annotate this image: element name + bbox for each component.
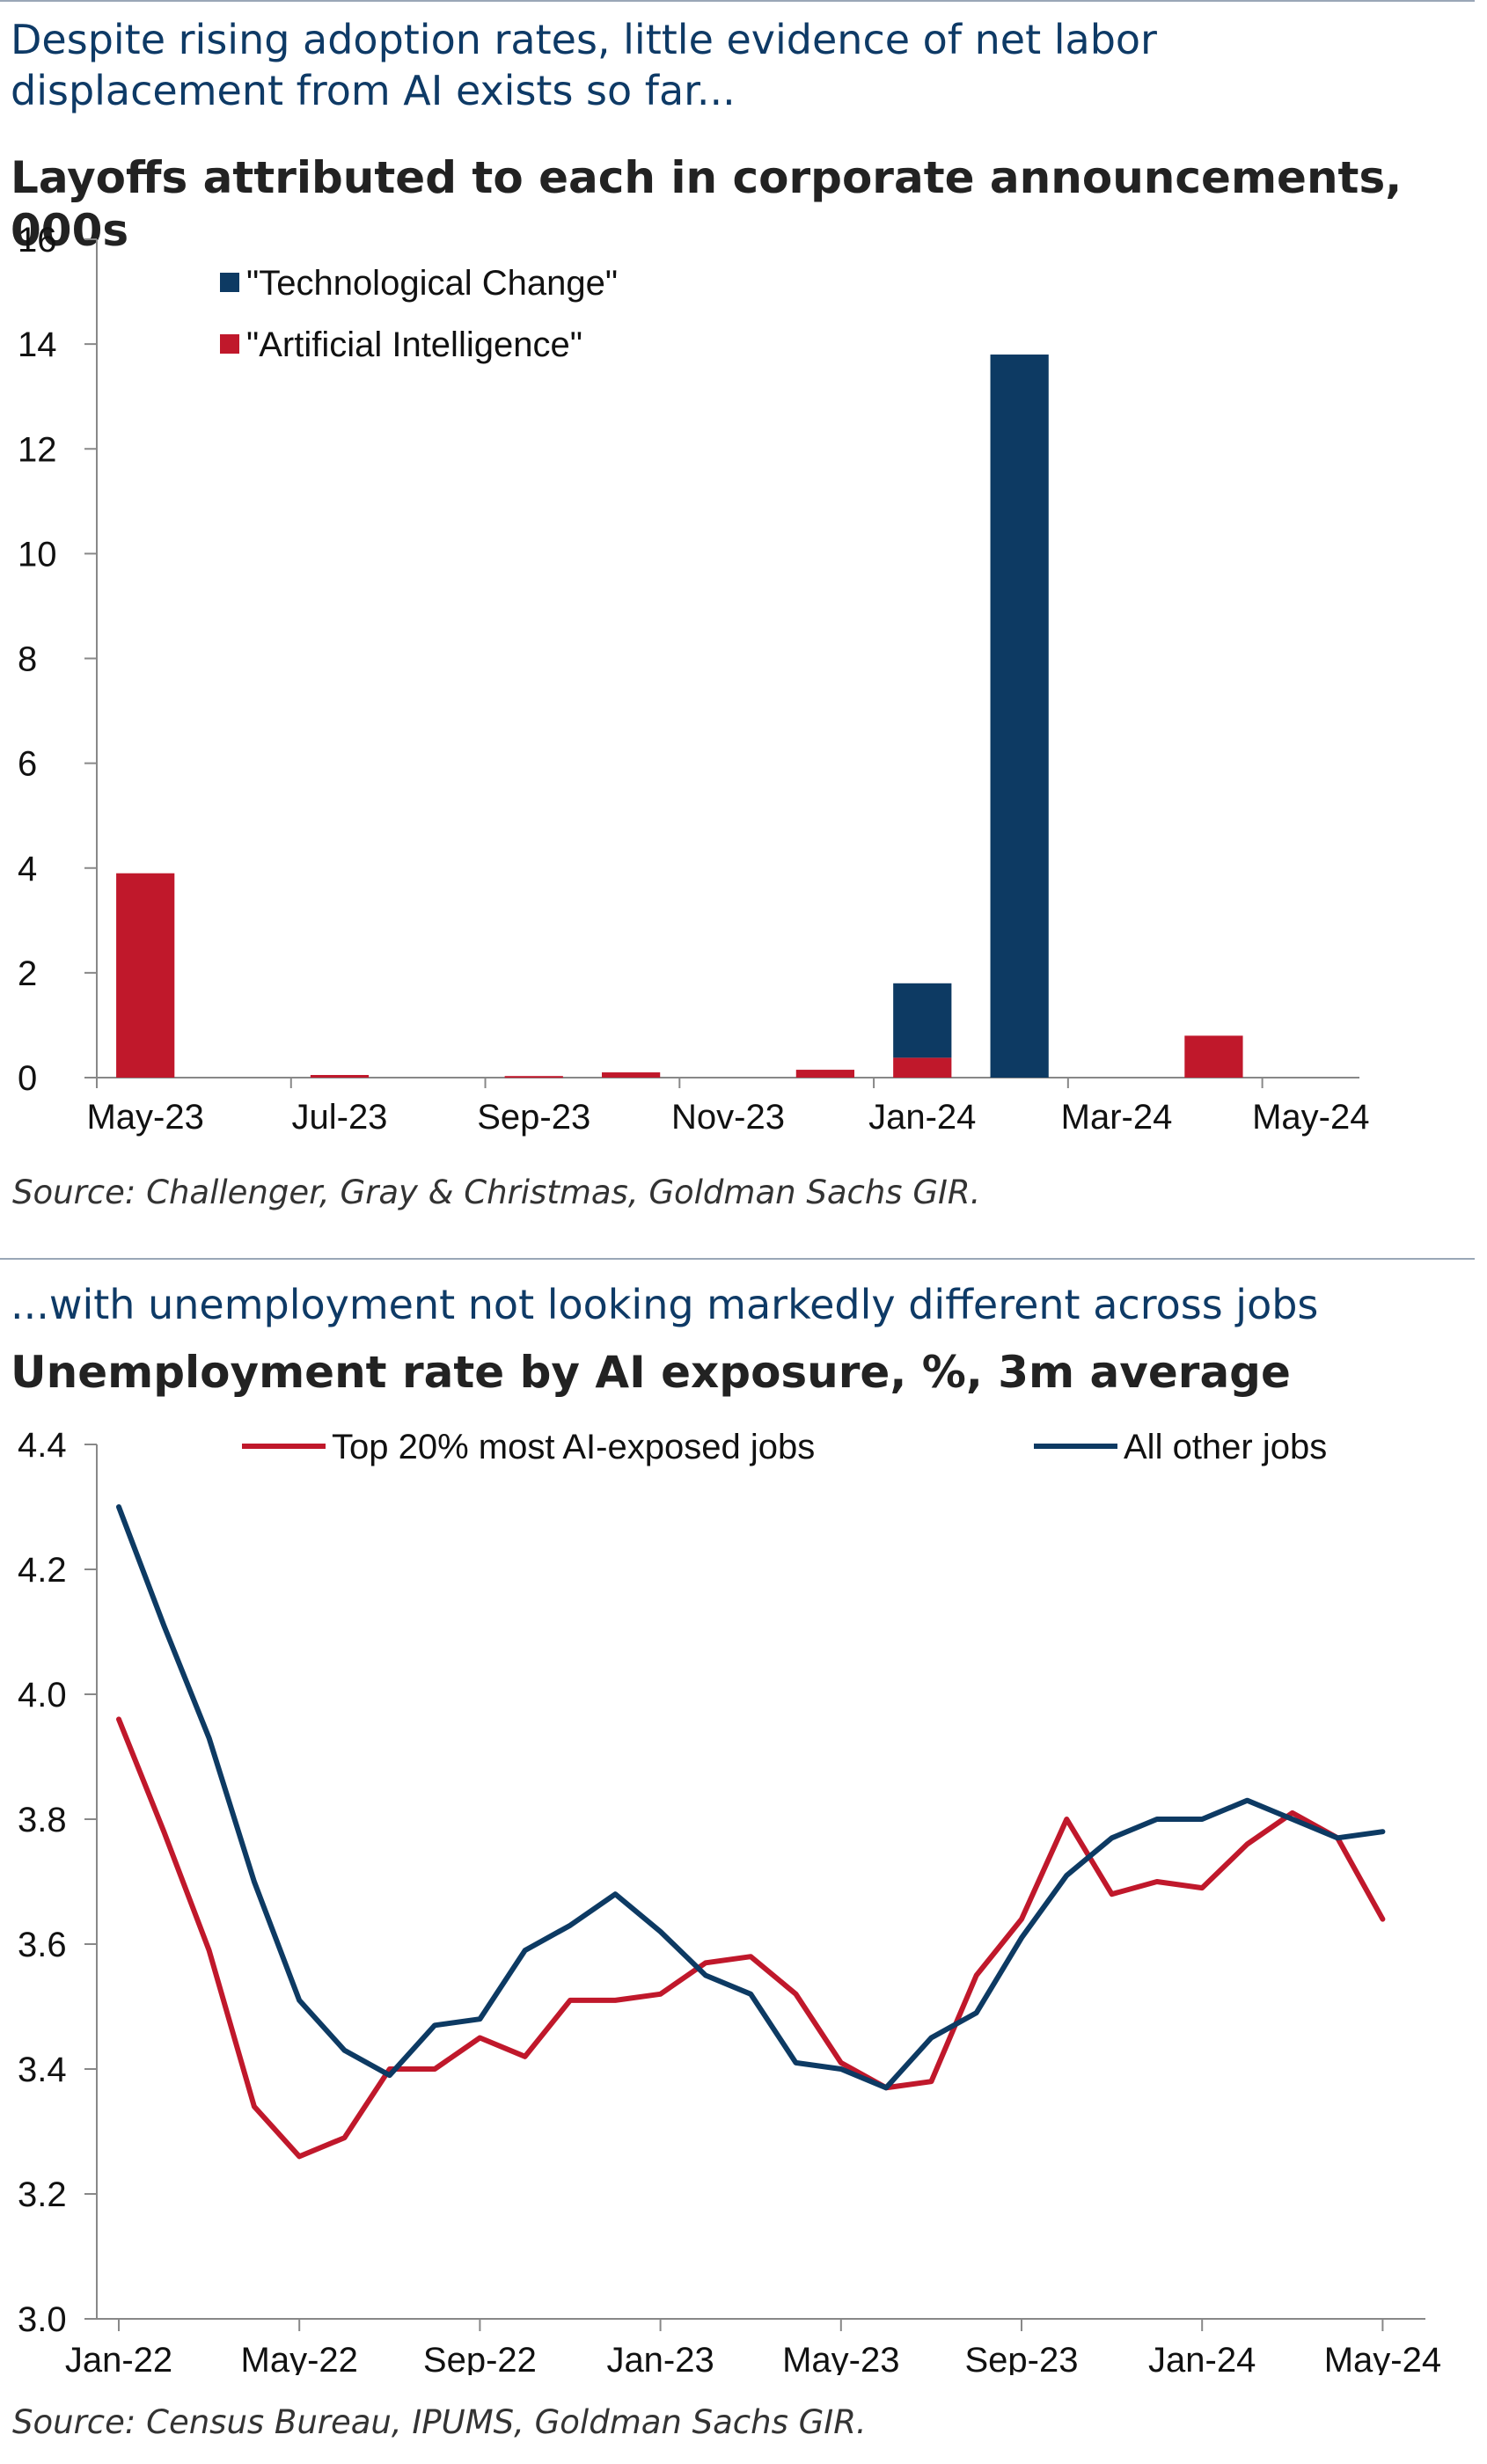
legend-label-top-20-most-ai-exposed-jobs: Top 20% most AI-exposed jobs — [332, 1428, 815, 1466]
chart1-title: Despite rising adoption rates, little ev… — [11, 16, 1157, 114]
y-tick-label: 4 — [18, 850, 37, 888]
chart2-source: Source: Census Bureau, IPUMS, Goldman Sa… — [12, 2403, 867, 2441]
y-tick-label: 2 — [18, 954, 37, 993]
middle-rule — [0, 1258, 1475, 1260]
bar-artificial-intelligence-may-23 — [116, 873, 175, 1078]
bar-artificial-intelligence-dec-23 — [795, 1070, 854, 1078]
x-tick-label: Sep-23 — [965, 2341, 1079, 2375]
y-tick-label: 3.6 — [18, 1926, 67, 1964]
bar-artificial-intelligence-sep-23 — [504, 1076, 563, 1078]
x-tick-label: Sep-23 — [477, 1098, 590, 1137]
chart1-source: Source: Challenger, Gray & Christmas, Go… — [12, 1174, 981, 1211]
y-tick-label: 0 — [18, 1059, 37, 1098]
x-tick-label: May-23 — [782, 2341, 899, 2375]
bar-artificial-intelligence-jan-24 — [893, 1057, 952, 1078]
bar-technological-change-feb-24 — [990, 355, 1049, 1078]
x-tick-label: Jan-23 — [606, 2341, 714, 2375]
y-tick-label: 14 — [18, 325, 57, 364]
unemployment-line-chart: 3.0 3.2 3.4 3.6 3.8 4.0 4.2 4.4 Jan-22 May-22 Sep-… — [18, 1426, 1441, 2375]
legend-swatch-technological-change — [220, 273, 239, 292]
x-tick-label: Jul-23 — [291, 1098, 387, 1137]
series-line-top-20-most-ai-exposed-jobs — [116, 1716, 1386, 2160]
x-tick-label: Nov-23 — [671, 1098, 785, 1137]
x-tick-label: May-24 — [1324, 2341, 1441, 2375]
layoffs-bar-chart: 0 2 4 6 8 10 12 14 16 May-23 Jul-23 Sep-23 Nov-23 Jan… — [18, 221, 1370, 1137]
x-tick-label: Jan-22 — [65, 2341, 172, 2375]
bar-technological-change-jan-24 — [893, 983, 952, 1058]
top-rule — [0, 0, 1475, 2]
bar-artificial-intelligence-oct-23 — [602, 1072, 661, 1078]
y-tick-label: 6 — [18, 745, 37, 784]
x-tick-label: Jan-24 — [1148, 2341, 1256, 2375]
chart2-title: ...with unemployment not looking markedl… — [11, 1281, 1319, 1328]
bar-artificial-intelligence-jul-23 — [310, 1075, 370, 1078]
y-tick-label: 4.0 — [18, 1676, 67, 1715]
x-tick-label: May-23 — [86, 1098, 203, 1137]
y-tick-label: 3.0 — [18, 2300, 67, 2339]
y-tick-label: 16 — [18, 221, 57, 260]
legend-swatch-artificial-intelligence — [220, 334, 239, 354]
y-tick-label: 3.2 — [18, 2175, 67, 2214]
y-tick-label: 4.2 — [18, 1551, 67, 1590]
legend-label-all-other-jobs: All other jobs — [1124, 1428, 1327, 1466]
y-tick-label: 4.4 — [18, 1426, 67, 1465]
x-tick-label: May-24 — [1252, 1098, 1369, 1137]
y-tick-label: 3.8 — [18, 1801, 67, 1839]
chart1-subtitle: Layoffs attributed to each in corporate … — [11, 152, 1403, 256]
x-tick-label: Sep-22 — [423, 2341, 537, 2375]
series-line-all-other-jobs — [116, 1504, 1386, 2091]
chart2-subtitle: Unemployment rate by AI exposure, %, 3m … — [11, 1347, 1291, 1398]
y-tick-label: 10 — [18, 535, 57, 574]
bar-artificial-intelligence-apr-24 — [1184, 1035, 1243, 1078]
x-tick-label: Mar-24 — [1061, 1098, 1173, 1137]
legend-label-technological-change: "Technological Change" — [246, 264, 618, 303]
x-tick-label: May-22 — [241, 2341, 358, 2375]
y-tick-label: 8 — [18, 640, 37, 679]
legend-label-artificial-intelligence: "Artificial Intelligence" — [246, 325, 582, 364]
y-tick-label: 3.4 — [18, 2051, 67, 2089]
x-tick-label: Jan-24 — [868, 1098, 976, 1137]
y-tick-label: 12 — [18, 430, 57, 469]
